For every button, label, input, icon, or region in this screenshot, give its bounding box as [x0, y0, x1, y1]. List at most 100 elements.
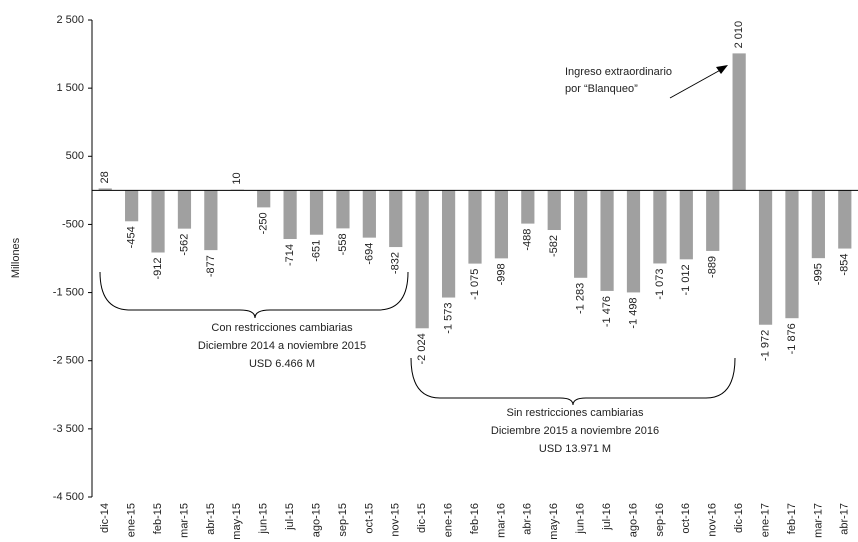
bar — [679, 190, 693, 260]
value-label: -1 283 — [575, 283, 587, 314]
annotation: USD 13.971 M — [539, 443, 611, 455]
x-tick-label: dic-16 — [733, 503, 745, 533]
value-label: -1 075 — [469, 269, 481, 300]
bar — [785, 190, 799, 319]
value-label: -694 — [363, 243, 375, 265]
value-label: -832 — [390, 252, 402, 274]
x-tick-label: ene-15 — [126, 503, 138, 537]
value-label: -651 — [310, 240, 322, 262]
y-tick-label: 1 500 — [56, 82, 84, 94]
value-label: -889 — [707, 256, 719, 278]
bar — [732, 53, 746, 191]
value-label: -1 573 — [442, 303, 454, 334]
bar — [309, 190, 324, 235]
annotation: por “Blanqueo” — [565, 83, 638, 95]
bar — [389, 190, 403, 248]
value-label: -877 — [205, 255, 217, 277]
x-tick-label: jul-15 — [284, 503, 296, 531]
bar — [98, 188, 112, 191]
x-tick-label: jun-16 — [575, 503, 587, 535]
y-tick-label: -4 500 — [53, 491, 84, 503]
x-tick-label: sep-16 — [654, 503, 666, 537]
x-tick-label: sep-15 — [337, 503, 349, 537]
y-tick-label: 500 — [66, 150, 84, 162]
bar — [125, 190, 139, 222]
x-tick-label: ago-16 — [627, 503, 639, 537]
x-tick-label: jul-16 — [601, 503, 613, 531]
arrow — [669, 67, 725, 99]
brace — [99, 271, 409, 319]
x-tick-label: may-15 — [231, 503, 243, 540]
bar — [838, 190, 852, 249]
x-tick-label: oct-15 — [363, 503, 375, 534]
x-tick-label: nov-16 — [707, 503, 719, 537]
bar — [494, 190, 509, 259]
x-tick-label: jun-15 — [258, 503, 270, 535]
y-tick-label: -3 500 — [53, 423, 84, 435]
value-label: -454 — [126, 226, 138, 248]
value-label: -1 073 — [654, 268, 666, 299]
bar — [204, 190, 218, 251]
bar — [521, 190, 535, 224]
bar — [626, 190, 641, 293]
bar — [283, 190, 297, 240]
x-tick-label: mar-16 — [495, 503, 507, 538]
bar — [468, 190, 482, 264]
value-label: -582 — [548, 235, 560, 257]
x-tick-label: mar-15 — [178, 503, 190, 538]
annotation: Ingreso extraordinario — [565, 66, 672, 78]
bar — [415, 190, 429, 329]
value-label: 2 010 — [733, 21, 745, 49]
y-tick-label: -2 500 — [53, 355, 84, 367]
bar — [758, 190, 773, 325]
bar — [653, 190, 667, 264]
value-label: -1 876 — [786, 323, 798, 354]
x-tick-label: may-16 — [548, 503, 560, 540]
bar — [177, 190, 192, 229]
value-label: -998 — [495, 263, 507, 285]
y-tick-label: -500 — [62, 218, 84, 230]
bar — [441, 190, 456, 298]
x-tick-label: dic-15 — [416, 503, 428, 533]
value-label: -2 024 — [416, 333, 428, 364]
value-label: -995 — [812, 263, 824, 285]
value-label: -1 972 — [759, 330, 771, 361]
bar — [362, 190, 376, 238]
value-label: 28 — [99, 171, 111, 183]
value-label: -1 476 — [601, 296, 613, 327]
y-tick-label: 2 500 — [56, 14, 84, 26]
x-tick-label: abr-16 — [522, 503, 534, 535]
x-tick-label: mar-17 — [812, 503, 824, 538]
annotation: Sin restricciones cambiarias — [507, 407, 644, 419]
value-label: -912 — [152, 258, 164, 280]
value-label: -1 012 — [680, 264, 692, 295]
x-tick-label: ago-15 — [310, 503, 322, 537]
value-label: -488 — [522, 229, 534, 251]
x-tick-label: abr-17 — [839, 503, 851, 535]
x-tick-label: dic-14 — [99, 503, 111, 533]
x-tick-label: ene-16 — [442, 503, 454, 537]
value-label: -562 — [178, 234, 190, 256]
x-tick-label: feb-15 — [152, 503, 164, 534]
value-label: 10 — [231, 172, 243, 184]
x-tick-label: oct-16 — [680, 503, 692, 534]
bar — [811, 190, 825, 259]
annotation: USD 6.466 M — [249, 358, 315, 370]
annotation: Diciembre 2014 a noviembre 2015 — [198, 340, 366, 352]
x-tick-label: feb-16 — [469, 503, 481, 534]
value-label: -558 — [337, 233, 349, 255]
x-tick-label: abr-15 — [205, 503, 217, 535]
value-label: -1 498 — [627, 297, 639, 328]
value-label: -714 — [284, 244, 296, 266]
x-tick-label: ene-17 — [759, 503, 771, 537]
x-tick-label: feb-17 — [786, 503, 798, 534]
value-label: -250 — [258, 212, 270, 234]
y-axis-label: Millones — [10, 237, 22, 278]
bar — [151, 190, 165, 253]
annotation: Diciembre 2015 a noviembre 2016 — [491, 425, 659, 437]
bar — [257, 190, 271, 208]
bar — [547, 190, 561, 231]
brace — [410, 357, 736, 406]
arrow-head — [716, 65, 728, 74]
